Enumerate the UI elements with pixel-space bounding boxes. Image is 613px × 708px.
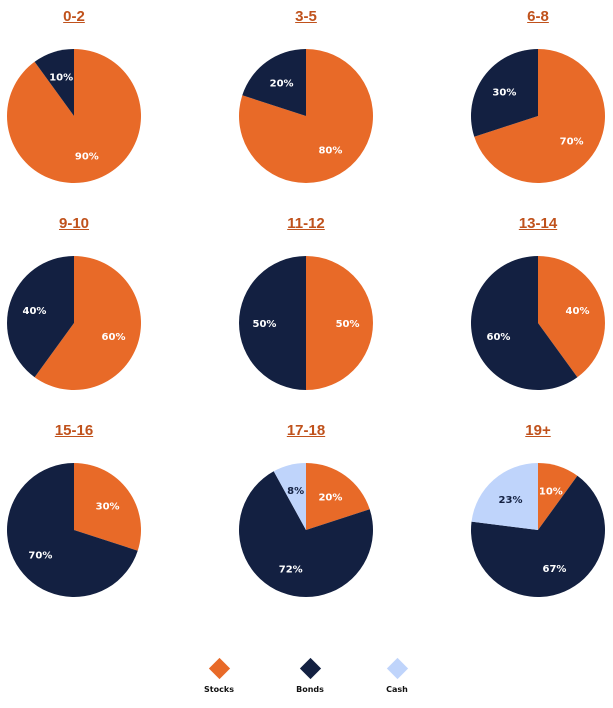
pie-panel-11-12: 11-12 50% 50% [216, 207, 396, 407]
legend-label-stocks: Stocks [204, 685, 234, 694]
pie-title: 3-5 [295, 8, 317, 25]
pie-title: 13-14 [518, 215, 558, 232]
pie-slice-cash [471, 463, 538, 530]
pie-panel-3-5: 3-5 80% 20% [216, 0, 396, 200]
pie-panel-9-10: 9-10 60% 40% [0, 207, 164, 407]
pie-slice-bonds [238, 471, 373, 597]
slice-label-stocks: 70% [560, 136, 584, 147]
slice-label-cash: 8% [287, 486, 304, 497]
pie-chart: 50% 50% [239, 256, 373, 390]
pie-slice-stocks [474, 49, 605, 183]
pie-panel-19+: 19+ 10% 67% 23% [448, 414, 613, 614]
pie-chart: 70% 30% [471, 49, 605, 183]
pie-title: 9-10 [58, 215, 90, 232]
pie-slice-cash [273, 463, 306, 530]
pie-title: 6-8 [527, 8, 549, 25]
bonds-swatch [299, 657, 321, 680]
pie-panel-0-2: 0-2 90% 10% [0, 0, 164, 200]
slice-label-bonds: 50% [252, 319, 276, 330]
slice-label-bonds: 20% [270, 78, 294, 89]
pie-slice-stocks [239, 49, 373, 184]
slice-label-bonds: 40% [23, 306, 47, 317]
cash-swatch [386, 657, 408, 680]
legend-item-stocks: Stocks [189, 655, 249, 694]
slice-label-cash: 23% [499, 495, 523, 506]
slice-label-bonds: 30% [492, 88, 516, 99]
pie-slice-stocks [34, 256, 141, 390]
slice-label-stocks: 90% [75, 152, 99, 163]
pie-title: 15-16 [54, 422, 94, 439]
legend-label-cash: Cash [386, 685, 408, 694]
legend: Stocks Bonds Cash [0, 655, 613, 705]
pie-slice-stocks [6, 49, 141, 183]
slice-label-bonds: 60% [487, 332, 511, 343]
pie-title: 19+ [525, 422, 551, 439]
pie-slice-bonds [34, 49, 74, 116]
pie-slice-bonds [6, 463, 138, 597]
slice-label-stocks: 30% [96, 502, 120, 513]
pie-slice-bonds [239, 256, 306, 390]
pie-title: 0-2 [63, 8, 85, 25]
pie-chart: 30% 70% [6, 463, 141, 597]
pie-slice-stocks [538, 256, 605, 378]
pie-slice-stocks [74, 463, 141, 551]
slice-label-stocks: 20% [318, 492, 342, 503]
pie-slice-stocks [538, 463, 578, 530]
slice-label-stocks: 50% [336, 319, 360, 330]
legend-label-bonds: Bonds [296, 685, 324, 694]
pie-slice-bonds [7, 256, 75, 378]
pie-slice-bonds [471, 475, 605, 597]
pie-slice-bonds [471, 49, 538, 137]
legend-item-bonds: Bonds [280, 655, 340, 694]
pie-title: 17-18 [286, 422, 326, 439]
pie-panel-17-18: 17-18 20% 72% 8% [216, 414, 396, 614]
slice-label-stocks: 80% [318, 146, 342, 157]
pie-slice-stocks [306, 463, 370, 530]
pie-chart: 40% 60% [470, 256, 605, 390]
pie-chart: 90% 10% [6, 49, 141, 183]
pie-panel-15-16: 15-16 30% 70% [0, 414, 164, 614]
pie-title: 11-12 [287, 215, 325, 232]
pie-panel-6-8: 6-8 70% 30% [448, 0, 613, 200]
slice-label-bonds: 67% [543, 564, 567, 575]
pie-chart: 10% 67% 23% [471, 463, 605, 597]
slice-label-bonds: 70% [28, 550, 52, 561]
stocks-swatch [208, 657, 230, 680]
pie-slice-stocks [306, 256, 373, 390]
slice-label-stocks: 60% [102, 332, 126, 343]
slice-label-stocks: 40% [566, 306, 590, 317]
slice-label-bonds: 72% [279, 565, 303, 576]
pie-slice-bonds [470, 256, 578, 390]
pie-chart: 20% 72% 8% [238, 463, 373, 597]
slice-label-stocks: 10% [539, 486, 563, 497]
pie-slice-bonds [242, 49, 306, 116]
legend-item-cash: Cash [367, 655, 427, 694]
pie-chart: 80% 20% [239, 49, 373, 184]
slice-label-bonds: 10% [49, 72, 73, 83]
pie-panel-13-14: 13-14 40% 60% [448, 207, 613, 407]
pie-chart: 60% 40% [7, 256, 141, 390]
